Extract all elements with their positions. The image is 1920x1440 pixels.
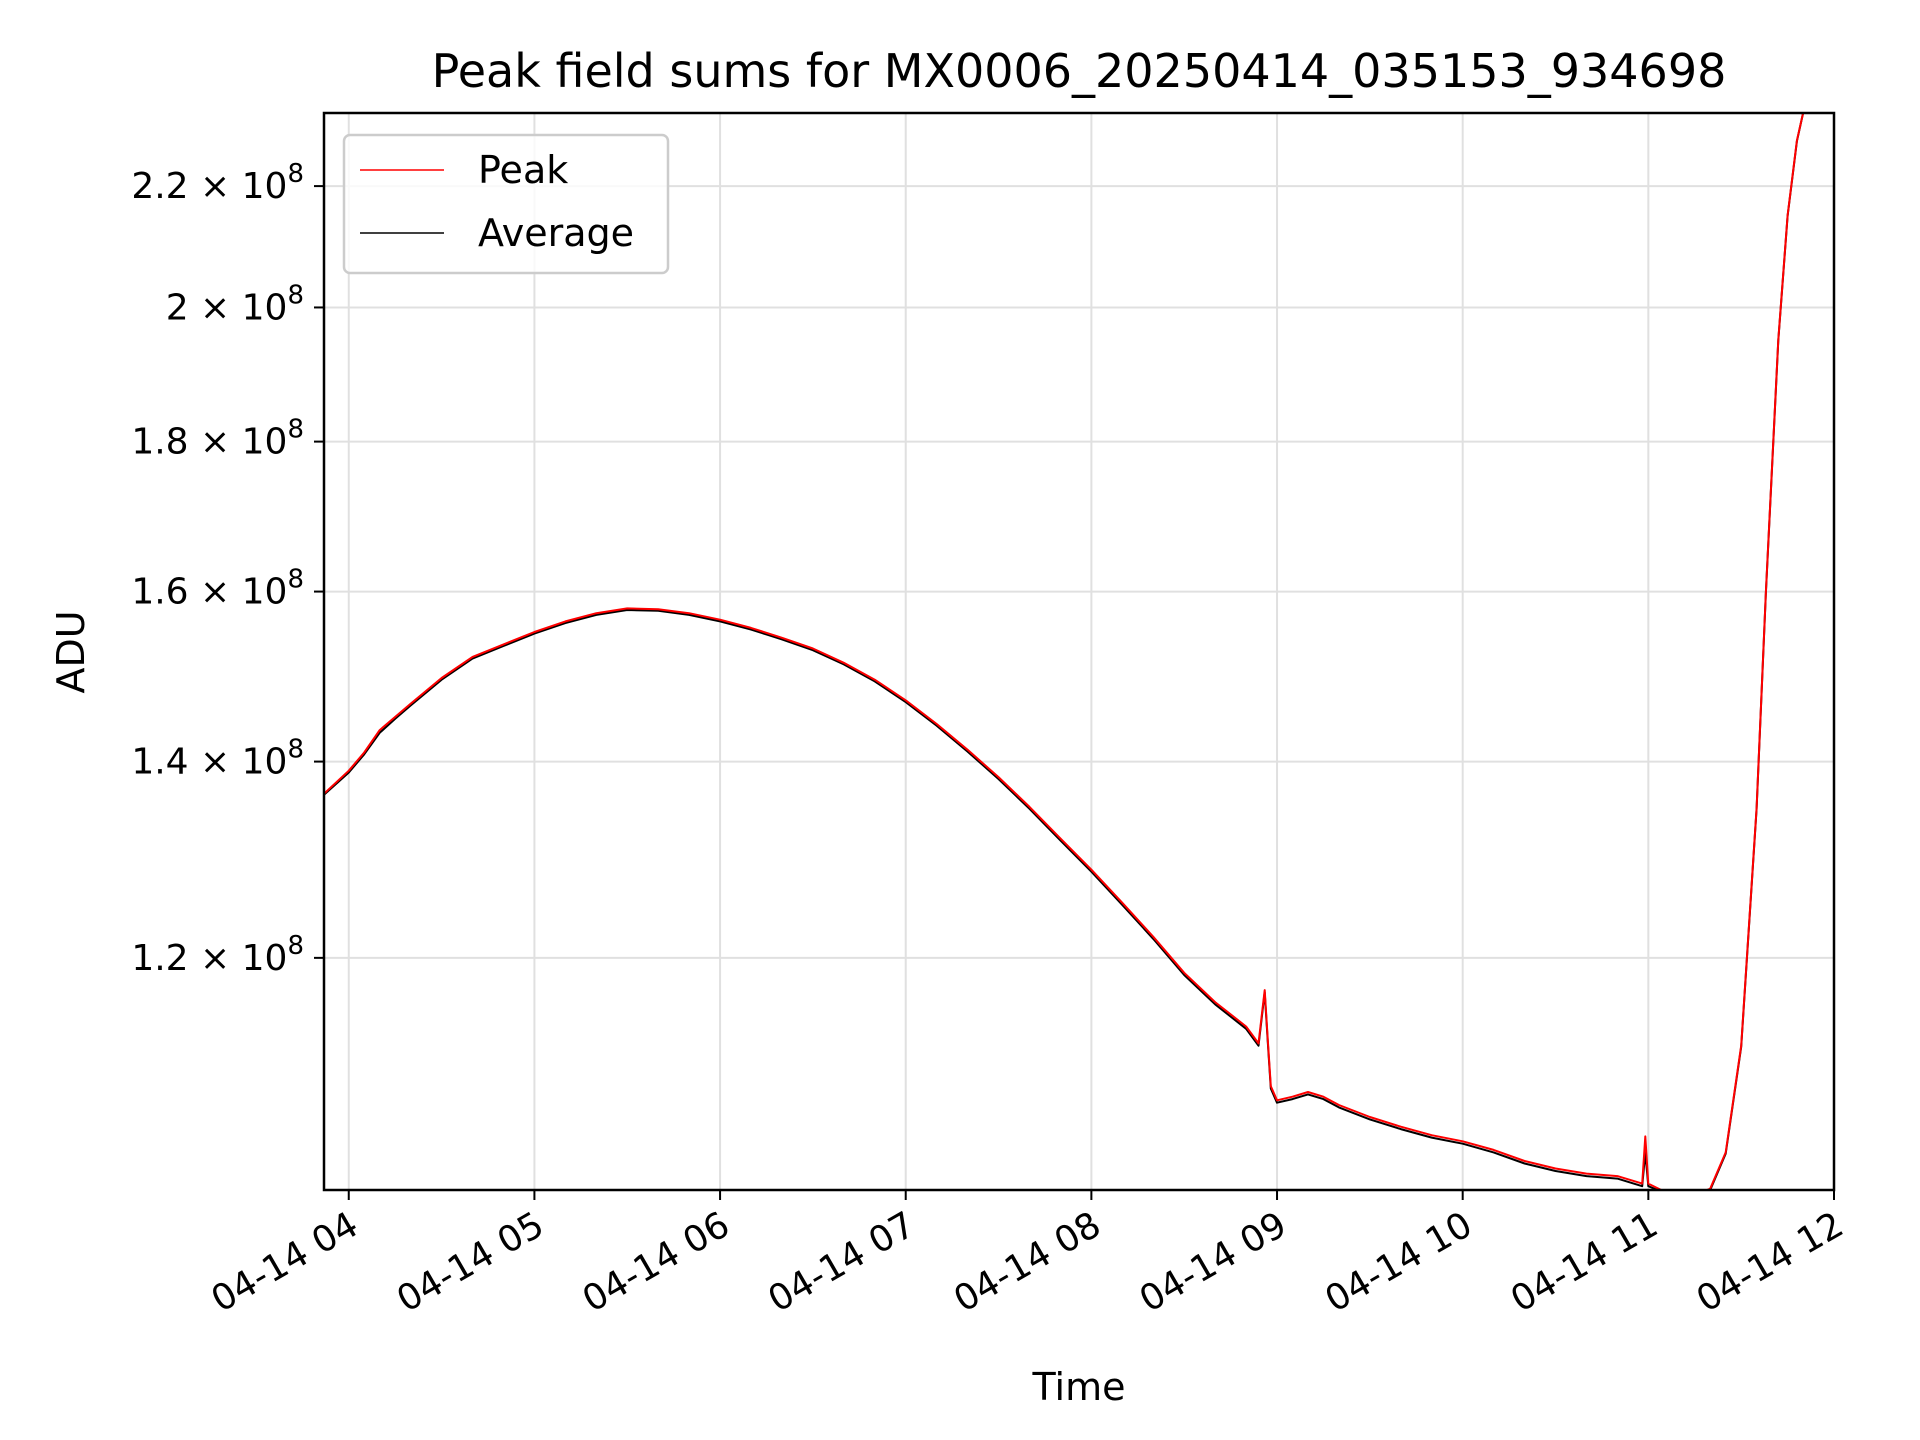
y-axis-label: ADU [49,610,93,693]
legend: Peak Average [342,133,670,275]
y-tick-label: 1.4 × 108 [131,735,304,783]
y-axis: 1.2 × 108 1.4 × 108 1.6 × 108 1.8 × 108 2 × … [131,159,324,979]
series-line-peak [324,113,1805,1190]
y-tick-label: 1.2 × 108 [131,931,304,979]
series-line-average [324,113,1805,1190]
y-tick-label: 2 × 108 [166,280,304,328]
legend-label-peak: Peak [478,148,568,192]
y-tick-label: 1.8 × 108 [131,415,304,463]
chart-title: Peak field sums for MX0006_20250414_0351… [432,44,1727,98]
y-tick-label: 1.6 × 108 [131,565,304,613]
plot-frame [322,111,1836,1192]
x-axis-label: Time [1032,1365,1126,1409]
y-tick-label: 2.2 × 108 [131,159,304,207]
series-lines [324,113,1805,1190]
legend-label-average: Average [478,211,634,255]
